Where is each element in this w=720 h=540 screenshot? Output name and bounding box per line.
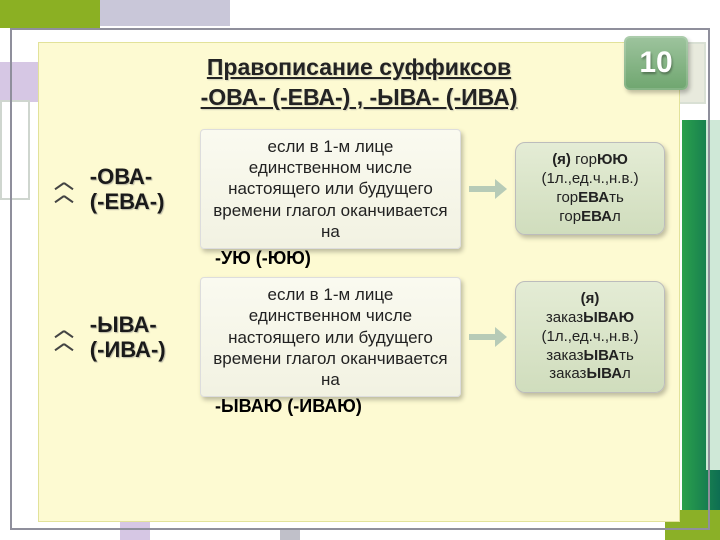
- title-line-1: Правописание суффиксов: [207, 54, 511, 80]
- example-box-2: (я)заказЫВАЮ(1л.,ед.ч.,н.в.)заказЫВАтьза…: [515, 281, 665, 393]
- deco-gray-top: [100, 0, 230, 26]
- page-number-badge: 10: [624, 36, 688, 90]
- slide-body: Правописание суффиксов -ОВА- (-ЕВА-) , -…: [38, 42, 680, 522]
- suffix-label-1: -ОВА- (-ЕВА-): [90, 164, 192, 215]
- example-box-1: (я) горЮЮ(1л.,ед.ч.,н.в.)горЕВАтьгорЕВАл: [515, 142, 665, 235]
- rule-box-2: если в 1-м лице единственном числе насто…: [200, 277, 461, 397]
- slide-title: Правописание суффиксов -ОВА- (-ЕВА-) , -…: [53, 53, 665, 113]
- suffix-label-2: -ЫВА- (-ИВА-): [90, 312, 192, 363]
- deco-olive-top: [0, 0, 100, 28]
- page-number: 10: [639, 46, 672, 80]
- rule-box-1: если в 1-м лице единственном числе насто…: [200, 129, 461, 249]
- rule-tail-2: -ЫВАЮ (-ИВАЮ): [215, 396, 362, 417]
- rule-row-2: -ЫВА- (-ИВА-) если в 1-м лице единственн…: [53, 277, 665, 397]
- rule-row-1: -ОВА- (-ЕВА-) если в 1-м лице единственн…: [53, 129, 665, 249]
- arrow-icon: [469, 179, 507, 199]
- arrow-icon: [469, 327, 507, 347]
- rule-tail-1: -УЮ (-ЮЮ): [215, 248, 311, 269]
- chevron-stack-icon: [53, 177, 80, 201]
- chevron-stack-icon: [53, 325, 80, 349]
- title-line-2: -ОВА- (-ЕВА-) , -ЫВА- (-ИВА): [201, 84, 518, 110]
